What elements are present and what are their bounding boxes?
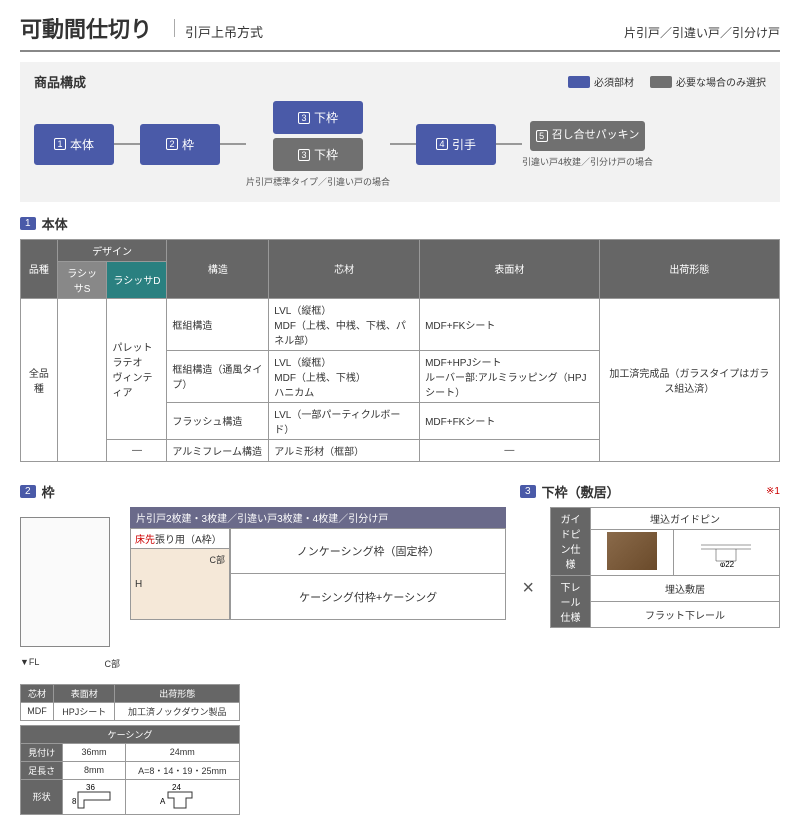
guidepin-diagram: φ22	[696, 535, 756, 567]
section-2-head: 2 枠	[20, 482, 506, 501]
flow-box-4: 4引手	[416, 124, 496, 165]
section-1-label: 本体	[42, 214, 68, 233]
section-2-num: 2	[20, 485, 36, 498]
cpart-label: C部	[105, 657, 121, 670]
svg-text:φ22: φ22	[720, 560, 735, 567]
yukasaki-title: 張り用（A枠）	[155, 535, 222, 546]
shape-24: 24 A	[160, 782, 204, 812]
flow-box-5: 5召し合せパッキン	[530, 121, 646, 150]
yukasaki-diagram: C部 H	[131, 549, 229, 619]
swatch-required	[568, 76, 590, 88]
flow-box-2: 2枠	[140, 124, 220, 165]
legend-required-label: 必須部材	[594, 74, 634, 89]
frame-bar: 片引戸2枚建・3枚建／引違い戸3枚建・4枚建／引分け戸	[130, 507, 506, 528]
svg-text:8: 8	[72, 797, 77, 806]
composition-title: 商品構成	[34, 72, 86, 91]
table-hontai: 品種 デザイン 構造 芯材 表面材 出荷形態 ラシッサS ラシッサD 全品種 パ…	[20, 239, 780, 462]
opt-noncasing: ノンケーシング枠（固定枠）	[231, 528, 506, 574]
fl-label: ▼FL	[20, 657, 39, 670]
swatch-optional	[650, 76, 672, 88]
flow-note-3b: 片引戸標準タイプ／引違い戸の場合	[246, 177, 390, 188]
frame-options: 片引戸2枚建・3枚建／引違い戸3枚建・4枚建／引分け戸 床先張り用（A枠） C部…	[130, 507, 506, 620]
flow-box-1: 1本体	[34, 124, 114, 165]
flow-note-5: 引違い戸4枚建／引分け戸の場合	[522, 157, 653, 168]
shape-36: 36 8	[72, 782, 116, 812]
header-right: 片引戸／引違い戸／引分け戸	[624, 24, 780, 41]
section-3-label: 下枠（敷居）	[542, 482, 620, 501]
legend: 必須部材 必要な場合のみ選択	[568, 74, 766, 89]
opt-casing: ケーシング付枠+ケーシング	[231, 574, 506, 620]
h-label: H	[135, 579, 142, 590]
section-3-note: ※1	[766, 486, 780, 497]
wood-swatch	[607, 532, 657, 570]
section-1-num: 1	[20, 217, 36, 230]
cbu-label: C部	[210, 553, 226, 566]
frame-diagram-block: ▼FL C部	[20, 507, 120, 670]
frame-outline	[20, 517, 110, 647]
section-3-head: 3 下枠（敷居） ※1	[520, 482, 780, 501]
section-3-num: 3	[520, 485, 536, 498]
page-header: 可動間仕切り 引戸上吊方式 片引戸／引違い戸／引分け戸	[20, 12, 780, 52]
shitawaku-block: ガイドピン仕様 埋込ガイドピン φ22	[550, 507, 780, 628]
section-1-head: 1 本体	[20, 214, 780, 233]
svg-text:24: 24	[172, 783, 181, 792]
page-subtitle: 引戸上吊方式	[185, 22, 263, 41]
flow-diagram: 1本体 2枠 3下枠 3下枠 片引戸標準タイプ／引違い戸の場合 4引手 5召し合…	[34, 101, 766, 188]
section-2-label: 枠	[42, 482, 55, 501]
x-mark: ×	[522, 577, 534, 600]
composition-panel: 商品構成 必須部材 必要な場合のみ選択 1本体 2枠 3下枠 3下枠 片引戸標準…	[20, 62, 780, 202]
svg-text:36: 36	[86, 783, 95, 792]
flow-box-3b: 3下枠	[273, 138, 363, 171]
flow-box-3a: 3下枠	[273, 101, 363, 134]
page-title: 可動間仕切り	[20, 12, 152, 44]
svg-text:A: A	[160, 797, 166, 806]
divider	[174, 19, 175, 37]
yukasaki-red: 床先	[135, 535, 155, 546]
legend-optional-label: 必要な場合のみ選択	[676, 74, 766, 89]
small-tables: 芯材表面材出荷形態 MDFHPJシート加工済ノックダウン製品 ケーシング 見付け…	[20, 684, 240, 815]
